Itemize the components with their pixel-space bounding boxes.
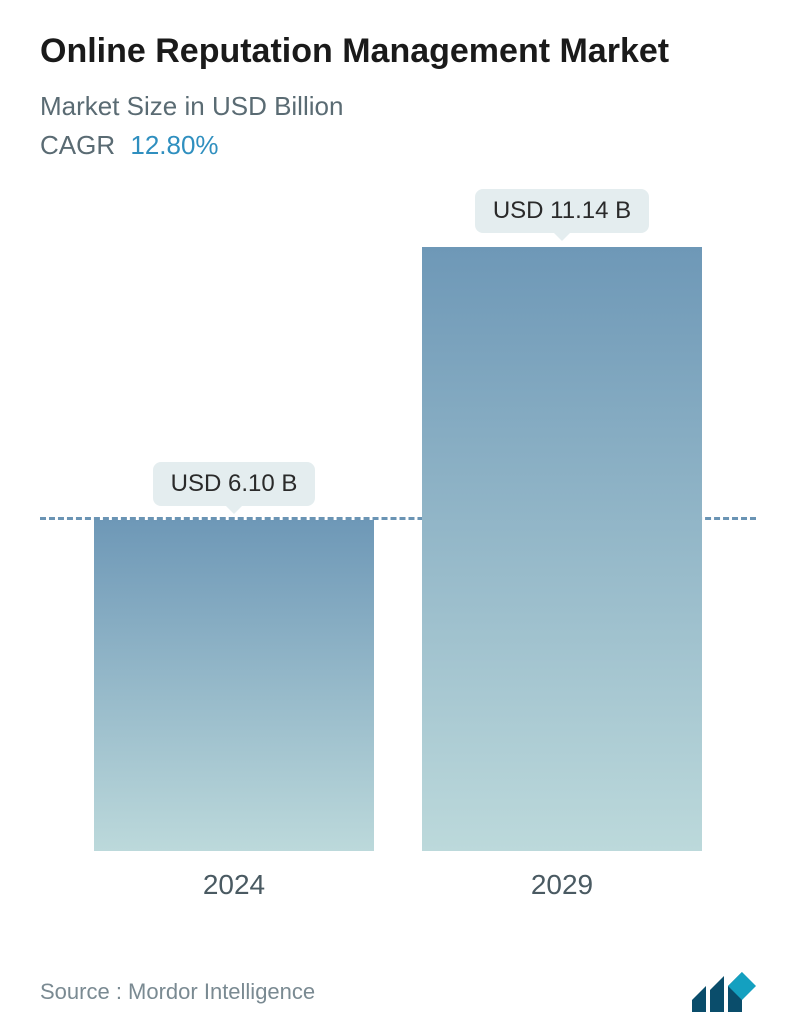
bar (94, 520, 374, 851)
x-axis-labels: 2024 2029 (40, 869, 756, 901)
cagr-label: CAGR (40, 130, 115, 160)
source-label: Source : Mordor Intelligence (40, 979, 315, 1005)
cagr-row: CAGR 12.80% (40, 130, 756, 161)
chart-footer: Source : Mordor Intelligence (40, 972, 756, 1012)
value-badge: USD 11.14 B (475, 189, 649, 233)
chart-title: Online Reputation Management Market (40, 30, 756, 73)
bar-group: USD 6.10 B (94, 462, 374, 851)
bar (422, 247, 702, 851)
value-badge: USD 6.10 B (153, 462, 316, 506)
chart-subtitle: Market Size in USD Billion (40, 91, 756, 122)
chart-area: USD 6.10 B USD 11.14 B (40, 191, 756, 851)
cagr-value: 12.80% (130, 130, 218, 160)
chart-container: Online Reputation Management Market Mark… (0, 0, 796, 1034)
brand-logo-icon (692, 972, 756, 1012)
bars-group: USD 6.10 B USD 11.14 B (40, 191, 756, 851)
x-axis-label: 2029 (422, 869, 702, 901)
bar-group: USD 11.14 B (422, 189, 702, 851)
x-axis-label: 2024 (94, 869, 374, 901)
